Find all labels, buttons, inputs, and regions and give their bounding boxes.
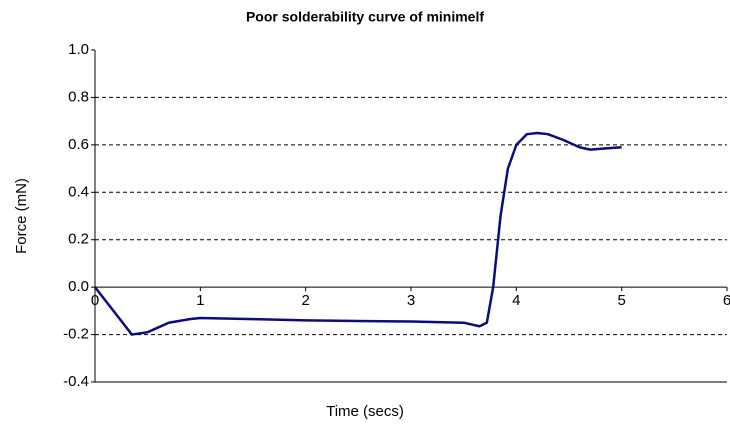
x-tick-label: 3 [407,292,415,309]
line-series [94,131,622,336]
x-tick-label: 5 [617,292,625,309]
x-tick-label: 6 [723,292,730,309]
y-tick-label: 0.6 [68,136,89,153]
y-tick-label: 1.0 [68,41,89,58]
y-tick-label: 0.2 [68,231,89,248]
y-tick-label: -0.2 [63,326,89,343]
chart-title: Poor solderability curve of minimelf [246,9,484,25]
y-tick-label: 0.0 [68,278,89,295]
y-tick-label: -0.4 [63,373,89,390]
y-axis-label: Force (mN) [13,178,30,254]
y-tick-label: 0.8 [68,88,89,105]
x-tick-label: 1 [196,292,204,309]
x-axis-label: Time (secs) [326,403,404,420]
x-tick-label: 4 [512,292,520,309]
x-tick-label: 2 [301,292,309,309]
y-tick-label: 0.4 [68,183,89,200]
x-tick-label: 0 [91,292,99,309]
